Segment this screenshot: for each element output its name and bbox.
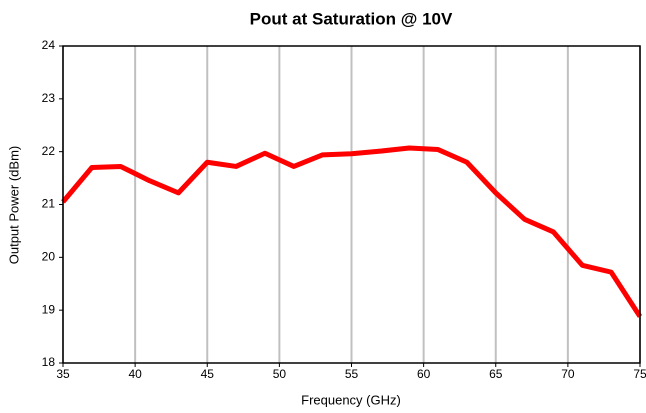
x-tick-label: 65 [489, 367, 503, 381]
y-tick-label: 23 [42, 91, 56, 105]
x-tick-label: 75 [633, 367, 646, 381]
y-tick-label: 21 [42, 197, 56, 211]
y-tick-label: 20 [42, 250, 56, 264]
data-line [61, 145, 643, 318]
y-tick-label: 22 [42, 144, 56, 158]
x-tick-label: 50 [273, 367, 287, 381]
plot-border [62, 45, 641, 364]
chart-title: Pout at Saturation @ 10V [250, 9, 453, 28]
x-tick-label: 45 [201, 367, 215, 381]
x-tick-label: 40 [128, 367, 142, 381]
y-tick-label: 18 [42, 355, 56, 369]
y-tick-label: 24 [42, 38, 56, 52]
y-tick-label: 19 [42, 302, 56, 316]
x-tick-label: 55 [345, 367, 359, 381]
x-tick-label: 70 [561, 367, 575, 381]
x-tick-label: 35 [56, 367, 70, 381]
y-axis-label: Output Power (dBm) [6, 146, 21, 265]
x-axis-label: Frequency (GHz) [301, 392, 401, 407]
x-tick-label: 60 [417, 367, 431, 381]
